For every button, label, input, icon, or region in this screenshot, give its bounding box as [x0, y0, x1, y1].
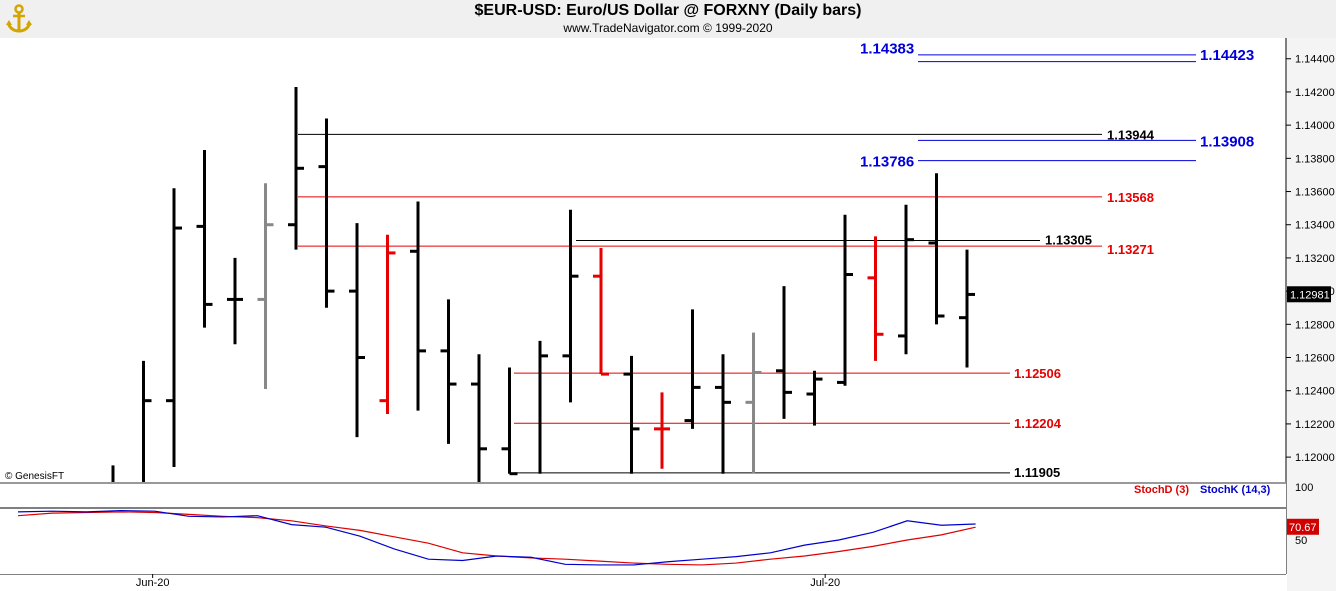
stoch-tick-label: 100: [1295, 482, 1313, 494]
price-tick-label: 1.12400: [1295, 386, 1335, 398]
ohlc-bar: [593, 247, 609, 376]
level-label: 1.12204: [1014, 416, 1062, 431]
level-label: 1.13908: [1200, 133, 1254, 150]
price-tick-label: 1.13600: [1295, 187, 1335, 199]
price-tick-label: 1.12600: [1295, 353, 1335, 365]
ohlc-bar: [715, 354, 731, 474]
ohlc-bar: [257, 183, 274, 390]
price-tick-label: 1.12000: [1295, 452, 1335, 464]
stoch-tick-label: 50: [1295, 535, 1307, 547]
level-label: 1.14383: [860, 41, 914, 58]
level-label: 1.13305: [1045, 232, 1092, 247]
level-label: 1.12506: [1014, 366, 1061, 381]
ohlc-bar: [867, 236, 884, 361]
ohlc-bar: [349, 223, 365, 438]
price-axis: 1.14400 1.14200 1.14000 1.13800 1.13600 1.134…: [1286, 54, 1335, 464]
stoch-last-box: [1287, 518, 1319, 535]
time-tick-label: Jun-20: [136, 577, 170, 589]
support-resistance-levels: 1.14383 1.14423 1.13944 1.13908 1.13786 1.135…: [298, 41, 1254, 480]
ohlc-bar: [410, 201, 426, 411]
ohlc-bar: [745, 332, 762, 474]
price-tick-label: 1.13800: [1295, 153, 1335, 165]
ohlc-bar: [562, 209, 579, 403]
stochastic-panel: 100 50 StochD (3) StochK (14,3) 70.67: [0, 482, 1319, 574]
chart-header: [0, 0, 1336, 38]
stochk-legend: StochK (14,3): [1200, 484, 1271, 496]
ohlc-bar: [928, 173, 945, 325]
price-tick-label: 1.14200: [1295, 87, 1335, 99]
level-label: 1.14423: [1200, 47, 1254, 64]
ohlc-bar: [440, 299, 457, 444]
ohlc-bar: [837, 214, 853, 386]
stoch-series-line: [17, 509, 976, 566]
price-tick-label: 1.12200: [1295, 419, 1335, 431]
price-tick-label: 1.12800: [1295, 319, 1335, 331]
price-tick-label: 1.14000: [1295, 120, 1335, 132]
time-tick-label: Jul-20: [810, 577, 840, 589]
ohlc-bar: [227, 257, 243, 345]
price-tick-label: 1.13400: [1295, 220, 1335, 232]
level-label: 1.13568: [1107, 190, 1154, 205]
ohlc-bar: [471, 354, 487, 482]
ohlc-bar: [623, 355, 640, 474]
ohlc-bar: [166, 188, 182, 468]
genesis-watermark: © GenesisFT: [5, 471, 64, 482]
ohlc-bar: [959, 249, 975, 368]
ohlc-bar: [776, 286, 792, 419]
ohlc-bar: [654, 392, 670, 469]
stoch-plot-area: [0, 484, 1286, 574]
ohlc-bar: [538, 340, 548, 474]
ohlc-bar: [288, 86, 304, 250]
axis-background: [1287, 38, 1336, 591]
level-label: 1.13271: [1107, 242, 1154, 257]
ohlc-bar: [898, 204, 914, 355]
stoch-last-label: 70.67: [1289, 522, 1317, 534]
ohlc-bars: [111, 86, 975, 482]
ohlc-bar: [379, 234, 396, 414]
chart-frame: [0, 38, 1336, 591]
chart-title: $EUR-USD: Euro/US Dollar @ FORXNY (Daily…: [474, 2, 862, 19]
ohlc-bar: [318, 118, 335, 308]
price-plot-area: [0, 38, 1286, 482]
last-price-label: 1.12981: [1290, 289, 1330, 301]
level-label: 1.11905: [1014, 465, 1060, 480]
last-price-box: [1287, 286, 1331, 303]
chart-subtitle: www.TradeNavigator.com © 1999-2020: [563, 21, 773, 35]
level-label: 1.13944: [1107, 127, 1155, 142]
level-label: 1.13786: [860, 154, 914, 171]
ohlc-bar: [806, 370, 823, 426]
time-axis: Jun-20 Jul-20: [136, 574, 840, 589]
price-tick-label: 1.13200: [1295, 253, 1335, 265]
anchor-logo-icon: [3, 3, 35, 35]
ohlc-bar: [142, 360, 152, 482]
price-tick-label: 1.14400: [1295, 54, 1335, 66]
ohlc-bar: [501, 367, 518, 476]
ohlc-bar: [684, 309, 701, 429]
ohlc-bar: [196, 150, 213, 328]
stochd-legend: StochD (3): [1134, 484, 1189, 496]
